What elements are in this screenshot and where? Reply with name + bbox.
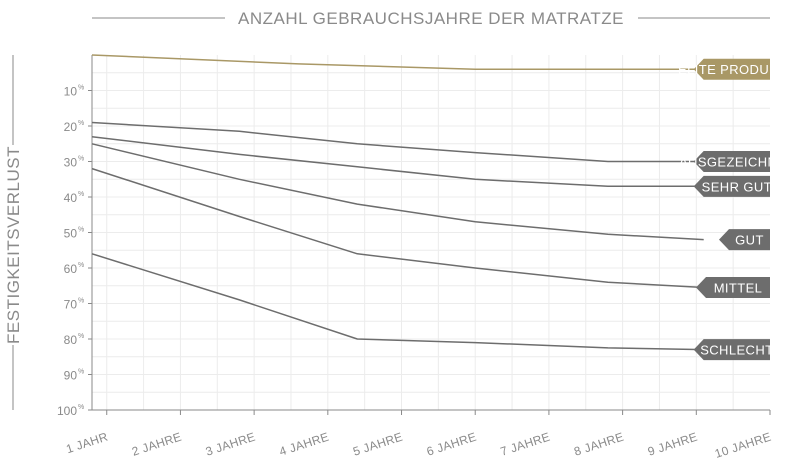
y-tick-unit: % xyxy=(78,333,84,340)
y-axis-label: FESTIGKEITSVERLUST xyxy=(4,146,23,344)
series-label-text: ELITE PRODUKTE xyxy=(678,62,796,77)
y-tick-unit: % xyxy=(78,120,84,127)
y-tick-label: 60 xyxy=(64,262,78,276)
x-tick-label: 1 JAHR xyxy=(64,430,109,457)
series-line xyxy=(91,54,704,70)
series-label-tag xyxy=(696,277,770,299)
y-tick-label: 20 xyxy=(64,120,78,134)
x-tick-label: 5 JAHRE xyxy=(351,430,404,459)
y-tick-unit: % xyxy=(78,404,84,411)
y-tick-unit: % xyxy=(78,156,84,163)
series-line xyxy=(91,143,704,241)
x-tick-label: 6 JAHRE xyxy=(425,430,478,459)
series-lines xyxy=(91,54,704,351)
x-tick-label: 3 JAHRE xyxy=(204,430,257,459)
series-line xyxy=(91,253,704,351)
x-tick-label: 4 JAHRE xyxy=(277,430,330,459)
series-label-tag xyxy=(693,58,770,80)
y-tick-unit: % xyxy=(78,191,84,198)
y-tick-unit: % xyxy=(78,227,84,234)
series-line xyxy=(91,135,704,188)
y-tick-label: 90 xyxy=(64,369,78,383)
chart-title: ANZAHL GEBRAUCHSJAHRE DER MATRATZE xyxy=(238,9,624,28)
series-label-tag xyxy=(719,229,770,251)
y-tick-label: 80 xyxy=(64,333,78,347)
series-label-text: AUSGEZEICHNET xyxy=(679,155,795,170)
series-label: SEHR GUT xyxy=(693,175,772,197)
y-tick-unit: % xyxy=(78,262,84,269)
x-tick-label: 8 JAHRE xyxy=(572,430,625,459)
y-tick-label: 10 xyxy=(64,85,78,99)
y-tick-label: 70 xyxy=(64,298,78,312)
y-tick-unit: % xyxy=(78,369,84,376)
y-axis-label-group: FESTIGKEITSVERLUST xyxy=(4,55,23,410)
x-tick-label: 7 JAHRE xyxy=(499,430,552,459)
y-tick-unit: % xyxy=(78,85,84,92)
series-label-tag xyxy=(693,339,770,361)
x-tick-label: 2 JAHRE xyxy=(130,430,183,459)
series-label: MITTEL xyxy=(696,277,770,299)
series-label-tag xyxy=(693,151,770,172)
grid xyxy=(92,55,770,410)
series-label-tag xyxy=(693,175,770,197)
series-label-text: SCHLECHT xyxy=(700,343,773,358)
x-tick-label: 9 JAHRE xyxy=(646,430,699,459)
y-tick-label: 100 xyxy=(57,404,77,418)
x-axis-ticks: 1 JAHR 2 JAHRE 3 JAHRE 4 JAHRE 5 JAHRE 6 JAHR… xyxy=(64,410,773,461)
chart-title-group: ANZAHL GEBRAUCHSJAHRE DER MATRATZE xyxy=(92,9,770,28)
series-label: ELITE PRODUKTE xyxy=(678,58,796,80)
y-tick-label: 40 xyxy=(64,191,78,205)
series-label-text: SEHR GUT xyxy=(702,179,772,194)
series-label: SCHLECHT xyxy=(693,339,773,361)
y-tick-unit: % xyxy=(78,298,84,305)
y-tick-label: 50 xyxy=(64,227,78,241)
series-line xyxy=(91,167,704,289)
series-line xyxy=(91,121,704,163)
y-tick-label: 30 xyxy=(64,156,78,170)
series-labels: ELITE PRODUKTE AUSGEZEICHNET SEHR GUT GUT MI… xyxy=(678,58,796,361)
y-axis-ticks: 10 %20 %30 %40 %50 %60 %70 %80 %90 %100% xyxy=(57,85,92,418)
series-label: AUSGEZEICHNET xyxy=(679,151,795,172)
series-label: GUT xyxy=(719,229,770,251)
series-label-text: GUT xyxy=(735,233,764,248)
x-tick-label: 10 JAHRE xyxy=(713,430,773,461)
series-label-text: MITTEL xyxy=(714,281,763,296)
